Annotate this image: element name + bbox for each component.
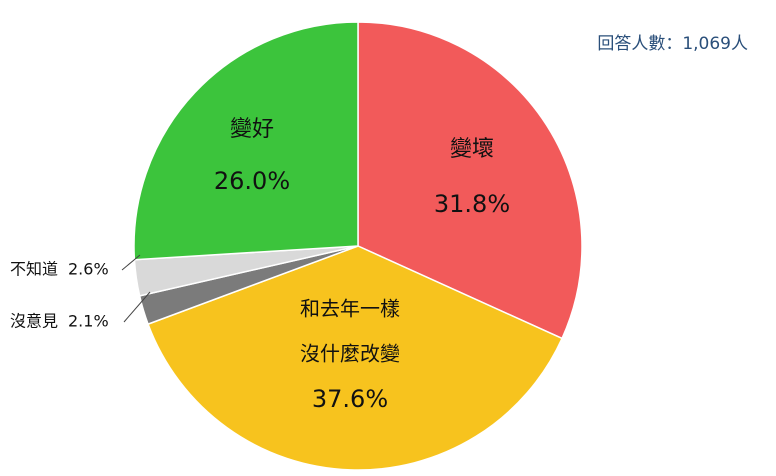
value-label: 26.0% (214, 167, 290, 195)
slice-label: 沒意見 (10, 312, 58, 331)
slice-label: 變好 (230, 117, 274, 142)
value-label: 31.8% (434, 190, 510, 218)
respondent-note: 回答人數：1,069人 (597, 34, 748, 54)
leader-line (121, 254, 141, 271)
value-label: 37.6% (312, 385, 388, 413)
value-label: 2.6% (68, 260, 109, 279)
slice-label: 沒什麼改變 (300, 342, 400, 366)
slice-label: 和去年一樣 (300, 297, 400, 321)
slice-label: 不知道 (10, 260, 58, 279)
pie-slice (133, 21, 359, 261)
pie-slice (357, 21, 583, 340)
slice-label: 變壞 (450, 137, 494, 162)
value-label: 2.1% (68, 312, 109, 331)
leader-line (123, 291, 151, 323)
pie-slice (147, 245, 564, 471)
